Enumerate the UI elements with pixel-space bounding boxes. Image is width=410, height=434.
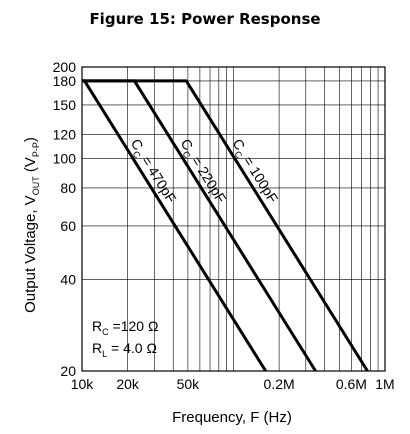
x-axis-label: Frequency, F (Hz): [172, 409, 292, 426]
y-tick-label: 120: [53, 126, 77, 142]
annotation-text: RC =120 Ω: [92, 318, 158, 337]
curve-label: CC = 470pF: [125, 136, 179, 207]
annotation-pre: R: [92, 318, 102, 334]
curve-label: CC = 100pF: [227, 136, 281, 207]
annotation-value: =120 Ω: [109, 318, 159, 334]
y-axis-label-sub1: OUT: [31, 176, 41, 196]
y-axis-label: Output Voltage, VOUT (VP-P): [22, 137, 41, 313]
x-tick-label: 1M: [375, 376, 394, 392]
x-tick-label: 0.2M: [264, 376, 295, 392]
annotation-pre: R: [92, 340, 102, 356]
annotation-value: = 4.0 Ω: [107, 340, 157, 356]
y-axis-label-sub2: P-P: [31, 142, 41, 157]
y-axis-label-end: ): [22, 137, 39, 142]
annotation-sub: L: [102, 349, 107, 359]
x-tick-label: 10k: [71, 376, 95, 392]
curve-label-sub: C: [180, 149, 192, 160]
y-tick-label: 60: [60, 218, 76, 234]
x-tick-label: 0.6M: [336, 376, 367, 392]
y-tick-label: 150: [53, 97, 77, 113]
x-tick-labels: 10k 20k 50k 0.2M 0.6M 1M: [71, 376, 395, 392]
curve-line: [82, 79, 369, 372]
y-tick-label: 100: [53, 151, 77, 167]
vertical-grid: [127, 67, 379, 371]
y-tick-label: 40: [60, 271, 76, 287]
plot-frame: [81, 66, 386, 372]
annotation-sub: C: [102, 327, 109, 337]
curve-label-sub: C: [131, 149, 143, 160]
annotation-text: RL = 4.0 Ω: [92, 340, 157, 359]
y-tick-label: 180: [53, 73, 77, 89]
x-tick-label: 20k: [116, 376, 140, 392]
y-tick-label: 80: [60, 180, 76, 196]
curve-label: CC = 220pF: [175, 136, 229, 207]
y-axis-label-mid: (V: [22, 157, 39, 176]
y-tick-label: 200: [53, 59, 77, 75]
y-tick-label: 20: [60, 363, 76, 379]
curve-label-sub: C: [232, 149, 244, 160]
x-tick-label: 50k: [177, 376, 201, 392]
y-axis-label-main: Output Voltage, V: [22, 195, 39, 313]
annotations: RC =120 ΩRL = 4.0 Ω: [92, 318, 158, 359]
chart-title: Figure 15: Power Response: [89, 10, 321, 28]
curves: [82, 79, 369, 372]
